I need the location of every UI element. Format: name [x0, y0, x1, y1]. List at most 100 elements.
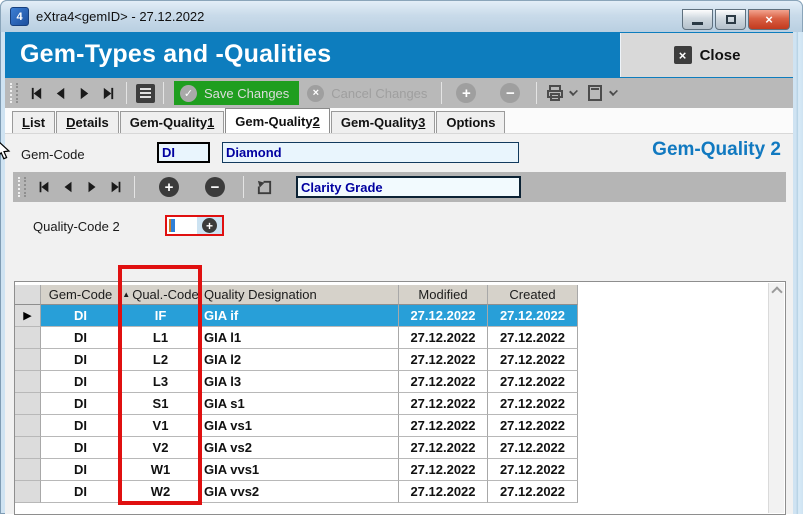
cell-quality-designation[interactable]: GIA vvs1 [201, 459, 399, 481]
cell-quality-designation[interactable]: GIA l2 [201, 349, 399, 371]
print-button[interactable] [543, 81, 567, 105]
cell-gem-code[interactable]: DI [41, 371, 121, 393]
preview-dropdown-chevron-icon[interactable] [609, 87, 619, 96]
cell-created[interactable]: 27.12.2022 [488, 349, 578, 371]
toolbar-grip[interactable] [10, 83, 18, 103]
cell-quality-designation[interactable]: GIA vs1 [201, 415, 399, 437]
cell-created[interactable]: 27.12.2022 [488, 305, 578, 327]
cell-gem-code[interactable]: DI [41, 327, 121, 349]
cell-quality-designation[interactable]: GIA vvs2 [201, 481, 399, 503]
list-view-button[interactable] [133, 81, 157, 105]
toolbar-grip[interactable] [18, 177, 26, 197]
scroll-up-icon[interactable] [771, 286, 783, 298]
row-selector-cell[interactable]: ▶ [15, 305, 41, 327]
previous-quality-button[interactable] [56, 175, 80, 199]
row-selector-cell[interactable] [15, 459, 41, 481]
row-selector-header[interactable] [15, 285, 41, 305]
tab-options[interactable]: Options [436, 111, 506, 133]
table-row[interactable]: DI V1 GIA vs1 27.12.2022 27.12.2022 [15, 415, 578, 437]
cell-created[interactable]: 27.12.2022 [488, 459, 578, 481]
row-selector-cell[interactable] [15, 371, 41, 393]
cell-qual-code[interactable]: S1 [121, 393, 201, 415]
first-quality-button[interactable] [32, 175, 56, 199]
table-row[interactable]: DI L2 GIA l2 27.12.2022 27.12.2022 [15, 349, 578, 371]
row-selector-cell[interactable] [15, 415, 41, 437]
last-quality-button[interactable] [104, 175, 128, 199]
cell-quality-designation[interactable]: GIA l3 [201, 371, 399, 393]
gem-code-input[interactable]: DI [157, 142, 210, 163]
table-row[interactable]: DI W1 GIA vvs1 27.12.2022 27.12.2022 [15, 459, 578, 481]
cell-qual-code[interactable]: L2 [121, 349, 201, 371]
title-bar[interactable]: 4 eXtra4<gemID> - 27.12.2022 × [0, 0, 803, 32]
next-quality-button[interactable] [80, 175, 104, 199]
tab-gem-quality-1[interactable]: Gem-Quality 1 [119, 111, 225, 133]
cell-quality-designation[interactable]: GIA s1 [201, 393, 399, 415]
window-close-button[interactable]: × [748, 9, 790, 30]
cell-created[interactable]: 27.12.2022 [488, 393, 578, 415]
gem-name-input[interactable]: Diamond [222, 142, 519, 163]
cell-qual-code[interactable]: W1 [121, 459, 201, 481]
table-row[interactable]: DI L1 GIA l1 27.12.2022 27.12.2022 [15, 327, 578, 349]
cell-modified[interactable]: 27.12.2022 [399, 437, 488, 459]
row-selector-cell[interactable] [15, 437, 41, 459]
quality-grade-type-input[interactable]: Clarity Grade [296, 176, 521, 198]
next-record-button[interactable] [72, 81, 96, 105]
cell-modified[interactable]: 27.12.2022 [399, 349, 488, 371]
cell-gem-code[interactable]: DI [41, 481, 121, 503]
add-record-button[interactable]: + [454, 81, 478, 105]
cell-created[interactable]: 27.12.2022 [488, 415, 578, 437]
delete-record-button[interactable]: − [498, 81, 522, 105]
cell-gem-code[interactable]: DI [41, 349, 121, 371]
cell-quality-designation[interactable]: GIA vs2 [201, 437, 399, 459]
table-row[interactable]: ▶ DI IF GIA if 27.12.2022 27.12.2022 [15, 305, 578, 327]
cell-modified[interactable]: 27.12.2022 [399, 393, 488, 415]
revert-button[interactable] [252, 175, 276, 199]
cancel-changes-button[interactable]: × Cancel Changes [307, 84, 427, 102]
cell-created[interactable]: 27.12.2022 [488, 481, 578, 503]
tab-gem-quality-3[interactable]: Gem-Quality 3 [330, 111, 436, 133]
cell-gem-code[interactable]: DI [41, 437, 121, 459]
save-changes-button[interactable]: ✓ Save Changes [174, 81, 300, 105]
cell-modified[interactable]: 27.12.2022 [399, 415, 488, 437]
row-selector-cell[interactable] [15, 393, 41, 415]
cell-modified[interactable]: 27.12.2022 [399, 327, 488, 349]
cell-modified[interactable]: 27.12.2022 [399, 481, 488, 503]
cell-qual-code[interactable]: W2 [121, 481, 201, 503]
table-row[interactable]: DI W2 GIA vvs2 27.12.2022 27.12.2022 [15, 481, 578, 503]
cell-qual-code[interactable]: L3 [121, 371, 201, 393]
first-record-button[interactable] [24, 81, 48, 105]
cell-created[interactable]: 27.12.2022 [488, 437, 578, 459]
cell-qual-code[interactable]: V1 [121, 415, 201, 437]
maximize-button[interactable] [715, 9, 746, 30]
add-quality-code-button[interactable]: + [197, 217, 222, 234]
cell-created[interactable]: 27.12.2022 [488, 371, 578, 393]
cell-gem-code[interactable]: DI [41, 393, 121, 415]
add-quality-button[interactable]: + [157, 175, 181, 199]
table-row[interactable]: DI S1 GIA s1 27.12.2022 27.12.2022 [15, 393, 578, 415]
cell-quality-designation[interactable]: GIA l1 [201, 327, 399, 349]
table-row[interactable]: DI L3 GIA l3 27.12.2022 27.12.2022 [15, 371, 578, 393]
delete-quality-button[interactable]: − [203, 175, 227, 199]
print-dropdown-chevron-icon[interactable] [569, 87, 579, 96]
cell-modified[interactable]: 27.12.2022 [399, 371, 488, 393]
row-selector-cell[interactable] [15, 327, 41, 349]
column-header-modified[interactable]: Modified [399, 285, 488, 305]
close-button[interactable]: × Close [620, 33, 793, 77]
last-record-button[interactable] [96, 81, 120, 105]
preview-button[interactable] [583, 81, 607, 105]
cell-qual-code[interactable]: IF [121, 305, 201, 327]
table-scrollbar[interactable] [768, 283, 784, 513]
cell-qual-code[interactable]: V2 [121, 437, 201, 459]
column-header-gem-code[interactable]: Gem-Code [41, 285, 121, 305]
cell-modified[interactable]: 27.12.2022 [399, 459, 488, 481]
row-selector-cell[interactable] [15, 349, 41, 371]
table-row[interactable]: DI V2 GIA vs2 27.12.2022 27.12.2022 [15, 437, 578, 459]
cell-gem-code[interactable]: DI [41, 305, 121, 327]
row-selector-cell[interactable] [15, 481, 41, 503]
cell-gem-code[interactable]: DI [41, 415, 121, 437]
column-header-quality-designation[interactable]: Quality Designation [201, 285, 399, 305]
cell-created[interactable]: 27.12.2022 [488, 327, 578, 349]
quality-code2-input[interactable]: + [165, 215, 224, 236]
column-header-qual-code[interactable]: ▲ Qual.-Code [121, 285, 201, 305]
